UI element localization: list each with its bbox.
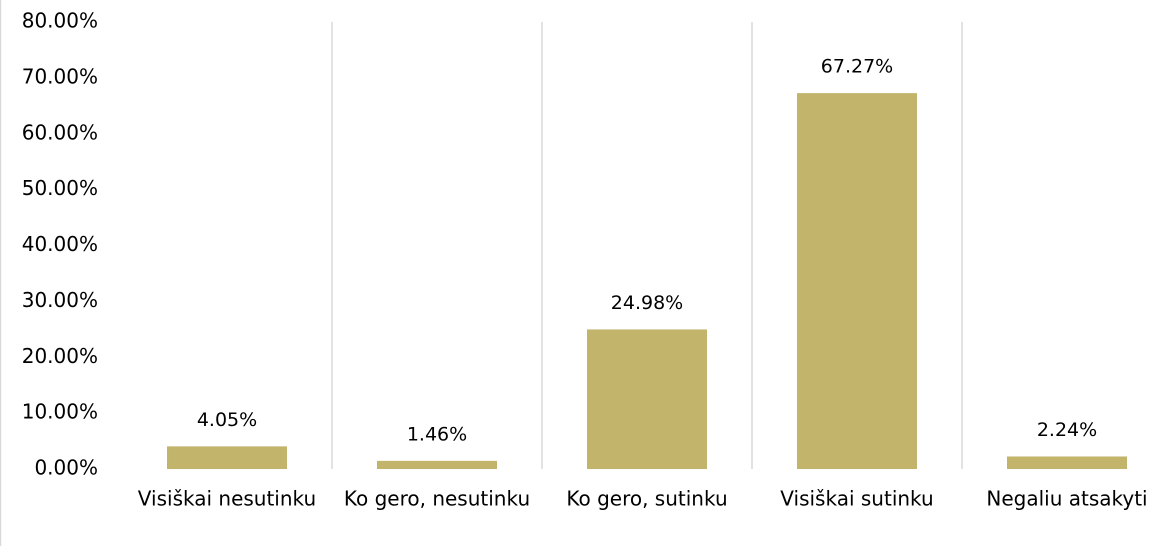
y-tick-label: 0.00% (34, 456, 98, 480)
bar (797, 93, 917, 469)
x-tick-label: Visiškai sutinku (780, 487, 933, 511)
bar (167, 446, 287, 469)
bar (377, 460, 497, 469)
x-tick-label: Ko gero, nesutinku (344, 487, 530, 511)
bar (1007, 456, 1127, 469)
y-tick-label: 10.00% (22, 400, 98, 424)
bar (587, 329, 707, 469)
y-tick-label: 80.00% (22, 9, 98, 33)
y-tick-label: 50.00% (22, 176, 98, 200)
data-label: 1.46% (407, 423, 467, 445)
x-tick-label: Negaliu atsakyti (986, 487, 1147, 511)
data-label: 4.05% (197, 409, 257, 431)
y-tick-label: 20.00% (22, 344, 98, 368)
x-tick-label: Visiškai nesutinku (138, 487, 316, 511)
y-tick-label: 60.00% (22, 120, 98, 144)
x-tick-label: Ko gero, sutinku (566, 487, 727, 511)
y-tick-label: 30.00% (22, 288, 98, 312)
data-label: 2.24% (1037, 419, 1097, 441)
data-label: 67.27% (821, 56, 893, 78)
y-tick-label: 40.00% (22, 232, 98, 256)
data-label: 24.98% (611, 292, 683, 314)
y-tick-label: 70.00% (22, 64, 98, 88)
